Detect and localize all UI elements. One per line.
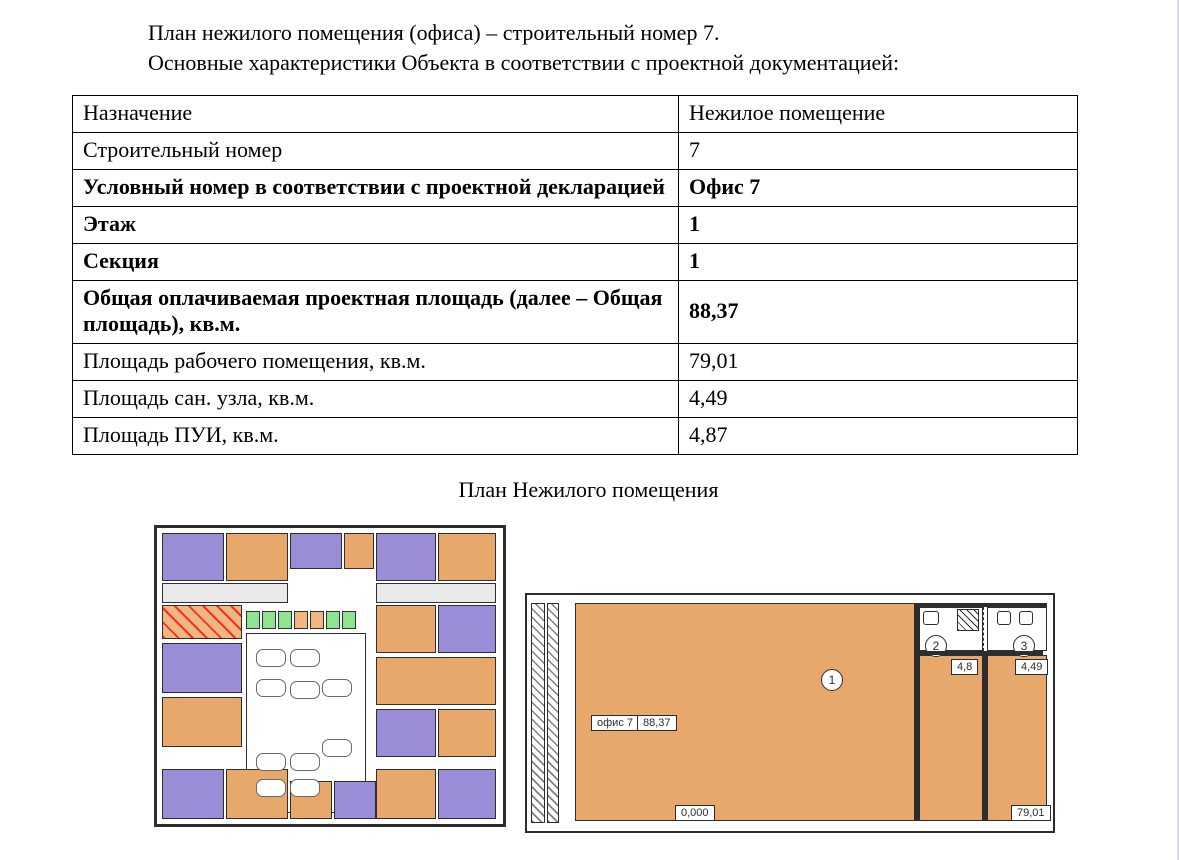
- detail-main-room: [575, 603, 915, 821]
- table-row: Условный номер в соответствии с проектно…: [73, 170, 1078, 207]
- overview-unit-block: [438, 533, 496, 581]
- table-row: Общая оплачиваемая проектная площадь (да…: [73, 281, 1078, 344]
- overview-unit-block: [376, 657, 496, 705]
- detail-area-room2-label: 4,8: [951, 659, 978, 675]
- fixture-sink-icon: [923, 611, 939, 625]
- spec-key: Площадь рабочего помещения, кв.м.: [73, 344, 679, 381]
- overview-unit-block: [344, 533, 374, 569]
- overview-unit-block: [438, 709, 496, 757]
- table-row: НазначениеНежилое помещение: [73, 96, 1078, 133]
- spec-value: Офис 7: [679, 170, 1078, 207]
- table-row: Площадь ПУИ, кв.м.4,87: [73, 418, 1078, 455]
- detail-vertical-wall: [915, 603, 919, 821]
- detail-wall-2-3: [983, 655, 987, 821]
- detail-area-room3-label: 4,49: [1015, 659, 1048, 675]
- parking-car-icon: [322, 679, 352, 697]
- detail-total-area-label: 88,37: [637, 715, 677, 731]
- overview-unit-block: [226, 533, 288, 581]
- detail-floorplan: 123офис 788,370,0004,84,4979,01: [525, 593, 1055, 833]
- fixture-sink2-icon: [997, 611, 1011, 625]
- spec-value: 4,49: [679, 381, 1078, 418]
- spec-value: 1: [679, 207, 1078, 244]
- spec-key: Площадь ПУИ, кв.м.: [73, 418, 679, 455]
- detail-structural-column: [547, 603, 559, 823]
- spec-value: 79,01: [679, 344, 1078, 381]
- overview-unit-block: [162, 583, 288, 603]
- table-row: Секция1: [73, 244, 1078, 281]
- spec-key: Общая оплачиваемая проектная площадь (да…: [73, 281, 679, 344]
- overview-unit-block: [376, 605, 436, 653]
- plans-container: 123офис 788,370,0004,84,4979,01: [150, 513, 1070, 833]
- detail-dashed-divider: [983, 607, 984, 651]
- overview-unit-block: [376, 709, 436, 757]
- detail-office-label: офис 7: [591, 715, 639, 731]
- overview-unit-block: [438, 769, 496, 819]
- parking-car-icon: [256, 779, 286, 797]
- fixture-toilet-icon: [1019, 611, 1033, 625]
- spec-key: Назначение: [73, 96, 679, 133]
- spec-value: 1: [679, 244, 1078, 281]
- overview-unit-block: [262, 611, 276, 629]
- spec-key: Этаж: [73, 207, 679, 244]
- overview-unit-block: [326, 611, 340, 629]
- detail-wall-under-baths: [919, 651, 1043, 655]
- parking-car-icon: [290, 779, 320, 797]
- table-row: Этаж1: [73, 207, 1078, 244]
- overview-unit-block: [162, 605, 242, 639]
- overview-unit-block: [278, 611, 292, 629]
- overview-unit-block: [290, 533, 342, 569]
- spec-value: 7: [679, 133, 1078, 170]
- overview-unit-block: [342, 611, 356, 629]
- parking-car-icon: [256, 753, 286, 771]
- table-row: Площадь рабочего помещения, кв.м.79,01: [73, 344, 1078, 381]
- plan-title: План Нежилого помещения: [0, 477, 1177, 503]
- detail-room-3: [987, 655, 1047, 821]
- detail-area-main-label: 79,01: [1011, 805, 1051, 821]
- detail-structural-column: [531, 603, 545, 823]
- overview-floorplan: [150, 521, 510, 831]
- overview-unit-block: [376, 769, 436, 819]
- parking-car-icon: [290, 649, 320, 667]
- spec-key: Секция: [73, 244, 679, 281]
- spec-value: 88,37: [679, 281, 1078, 344]
- overview-unit-block: [294, 611, 308, 629]
- parking-car-icon: [256, 679, 286, 697]
- overview-unit-block: [376, 533, 436, 581]
- overview-unit-block: [162, 697, 242, 747]
- overview-unit-block: [334, 781, 376, 819]
- intro-line-1: План нежилого помещения (офиса) – строит…: [148, 20, 719, 45]
- overview-unit-block: [162, 533, 224, 581]
- overview-unit-block: [438, 605, 496, 653]
- table-row: Строительный номер7: [73, 133, 1078, 170]
- parking-car-icon: [322, 739, 352, 757]
- spec-value: 4,87: [679, 418, 1078, 455]
- spec-table: НазначениеНежилое помещениеСтроительный …: [72, 95, 1078, 455]
- parking-car-icon: [290, 753, 320, 771]
- overview-unit-block: [310, 611, 324, 629]
- overview-unit-block: [162, 643, 242, 693]
- fixture-shower-icon: [957, 609, 979, 631]
- overview-unit-block: [376, 583, 496, 603]
- document-page: План нежилого помещения (офиса) – строит…: [0, 0, 1179, 860]
- parking-car-icon: [256, 649, 286, 667]
- spec-key: Условный номер в соответствии с проектно…: [73, 170, 679, 207]
- spec-key: Площадь сан. узла, кв.м.: [73, 381, 679, 418]
- intro-paragraph: План нежилого помещения (офиса) – строит…: [148, 18, 1048, 77]
- detail-level-zero-label: 0,000: [675, 805, 715, 821]
- intro-line-2: Основные характеристики Объекта в соотве…: [148, 50, 899, 75]
- spec-value: Нежилое помещение: [679, 96, 1078, 133]
- detail-room-2: [919, 655, 983, 821]
- spec-key: Строительный номер: [73, 133, 679, 170]
- overview-unit-block: [162, 769, 224, 819]
- table-row: Площадь сан. узла, кв.м.4,49: [73, 381, 1078, 418]
- overview-unit-block: [246, 611, 260, 629]
- parking-car-icon: [290, 681, 320, 699]
